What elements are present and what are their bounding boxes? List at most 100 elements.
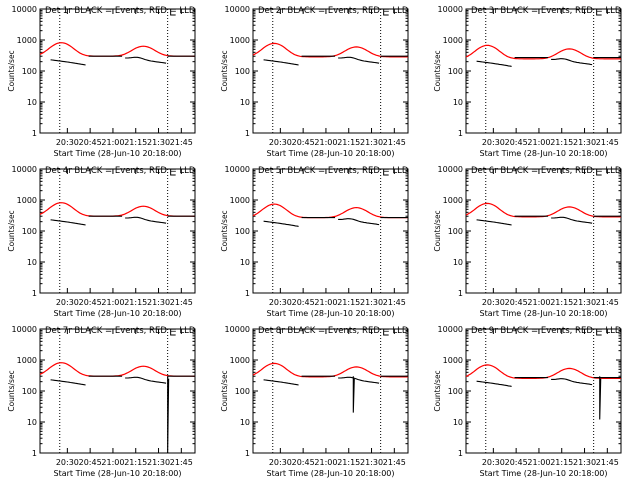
x-tick-label: 21:15: [337, 458, 360, 467]
plot-frame: [465, 8, 622, 134]
events-series-line: [551, 216, 593, 224]
x-tick-label: 21:15: [124, 138, 147, 147]
x-tick-label: 20:45: [292, 138, 315, 147]
lld-series-line: [465, 44, 621, 60]
x-axis-label: Start Time (28-Jun-10 20:18:00): [267, 149, 395, 158]
y-tick-label: 100: [235, 227, 250, 236]
x-tick-label: 21:15: [550, 138, 573, 147]
y-tick-label: 10000: [225, 325, 250, 334]
x-tick-label: 21:15: [337, 298, 360, 307]
y-tick-label: 10000: [225, 165, 250, 174]
y-tick-label: 1: [458, 289, 463, 298]
panel-title: Det 9r BLACK = Events, RED = LLD: [471, 326, 622, 336]
y-tick-label: 10000: [438, 325, 463, 334]
marker-bracket: [170, 169, 176, 176]
events-series-line: [551, 58, 593, 66]
y-tick-label: 1000: [230, 356, 250, 365]
y-tick-label: 10: [27, 258, 37, 267]
y-tick-label: 10000: [12, 165, 37, 174]
events-series-line: [338, 56, 380, 64]
plot-frame: [252, 328, 409, 454]
x-tick-label: 21:00: [314, 138, 337, 147]
events-series-line: [50, 59, 86, 66]
marker-bracket: [596, 9, 602, 16]
x-tick-label: 21:00: [314, 458, 337, 467]
marker-bracket: [170, 329, 176, 336]
y-tick-label: 1: [32, 449, 37, 458]
plot-frame: [39, 168, 196, 294]
panel-title: Det 1r BLACK = Events, RED = LLD: [45, 6, 196, 16]
marker-bracket: [596, 169, 602, 176]
x-tick-label: 20:45: [79, 138, 102, 147]
detector-panel: Det 4r BLACK = Events, RED = LLD 1 10 100 10…: [7, 165, 196, 318]
x-tick-label: 21:30: [573, 138, 596, 147]
x-tick-label: 21:15: [550, 298, 573, 307]
lld-series-line: [252, 203, 408, 219]
y-tick-label: 10000: [225, 5, 250, 14]
x-tick-label: 21:15: [124, 298, 147, 307]
y-axis-label: Counts/sec: [433, 50, 442, 91]
events-series-line: [263, 220, 299, 227]
plot-frame: [465, 168, 622, 294]
x-tick-label: 21:45: [170, 298, 193, 307]
events-series-line: [476, 380, 512, 387]
y-tick-label: 10: [453, 98, 463, 107]
x-tick-label: 20:45: [79, 458, 102, 467]
x-tick-label: 20:30: [56, 138, 79, 147]
x-tick-label: 21:15: [337, 138, 360, 147]
y-tick-label: 1: [245, 289, 250, 298]
events-series-line: [263, 379, 299, 386]
events-series-line: [125, 216, 167, 224]
x-tick-label: 20:45: [79, 298, 102, 307]
marker-bracket: [383, 9, 389, 16]
x-tick-label: 21:45: [170, 138, 193, 147]
events-series-line: [338, 376, 380, 384]
x-tick-label: 21:00: [101, 458, 124, 467]
y-tick-label: 10: [27, 418, 37, 427]
x-tick-label: 21:30: [360, 298, 383, 307]
y-tick-label: 100: [448, 67, 463, 76]
x-tick-label: 20:45: [505, 458, 528, 467]
y-axis-label: Counts/sec: [220, 370, 229, 411]
x-axis-label: Start Time (28-Jun-10 20:18:00): [480, 309, 608, 318]
x-tick-label: 20:30: [56, 298, 79, 307]
x-tick-label: 21:00: [101, 298, 124, 307]
lld-series-line: [39, 362, 195, 377]
events-series-line: [263, 59, 299, 66]
y-tick-label: 1: [245, 129, 250, 138]
y-axis-label: Counts/sec: [220, 210, 229, 251]
panel-title: Det 7r BLACK = Events, RED = LLD: [45, 326, 196, 336]
x-tick-label: 20:30: [482, 298, 505, 307]
x-tick-label: 21:45: [596, 138, 619, 147]
y-tick-label: 1: [458, 129, 463, 138]
detector-panel: Det 1r BLACK = Events, RED = LLD 1 10 100 10…: [7, 5, 196, 158]
x-tick-label: 21:30: [573, 458, 596, 467]
events-dip: [167, 376, 170, 454]
y-tick-label: 1000: [17, 356, 37, 365]
x-tick-label: 21:45: [170, 458, 193, 467]
y-tick-label: 10: [240, 98, 250, 107]
x-tick-label: 21:00: [527, 138, 550, 147]
y-tick-label: 10000: [438, 5, 463, 14]
x-tick-label: 20:45: [505, 298, 528, 307]
events-series-line: [50, 379, 86, 386]
marker-bracket: [383, 169, 389, 176]
x-axis-label: Start Time (28-Jun-10 20:18:00): [54, 309, 182, 318]
plot-frame: [39, 328, 196, 454]
marker-bracket: [170, 9, 176, 16]
events-series-line: [476, 60, 512, 67]
x-tick-label: 20:30: [269, 298, 292, 307]
x-tick-label: 21:00: [527, 458, 550, 467]
events-series-line: [125, 56, 167, 64]
marker-bracket: [596, 329, 602, 336]
y-tick-label: 1000: [443, 36, 463, 45]
y-axis-label: Counts/sec: [433, 370, 442, 411]
x-tick-label: 21:45: [383, 458, 406, 467]
y-tick-label: 10000: [438, 165, 463, 174]
events-series-line: [338, 218, 380, 226]
events-series-line: [50, 219, 86, 226]
x-tick-label: 21:30: [360, 458, 383, 467]
y-tick-label: 100: [448, 227, 463, 236]
y-tick-label: 1000: [443, 196, 463, 205]
